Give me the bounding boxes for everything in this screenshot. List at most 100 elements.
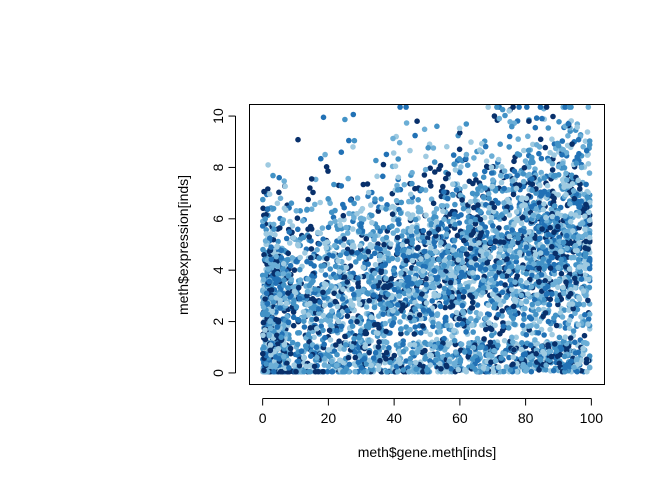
- data-point: [264, 206, 271, 212]
- data-point: [280, 260, 287, 267]
- data-point: [371, 304, 378, 311]
- data-point: [499, 308, 506, 314]
- data-point: [285, 250, 292, 257]
- data-point: [318, 267, 325, 274]
- data-point: [533, 311, 539, 318]
- data-point: [281, 342, 288, 348]
- data-point: [403, 257, 410, 264]
- data-point: [450, 192, 456, 198]
- data-point: [270, 221, 277, 228]
- data-point: [571, 364, 577, 371]
- data-point: [333, 362, 340, 369]
- data-point: [332, 242, 338, 249]
- data-point: [423, 300, 430, 306]
- data-point: [376, 339, 382, 345]
- data-point: [375, 330, 381, 337]
- data-point: [260, 196, 266, 203]
- data-point: [313, 316, 320, 323]
- data-point: [289, 223, 296, 229]
- x-tick-label: 80: [518, 410, 534, 426]
- data-point: [336, 338, 342, 345]
- data-point: [568, 358, 574, 365]
- data-point: [443, 268, 449, 274]
- data-point: [563, 170, 569, 177]
- data-point: [325, 168, 331, 174]
- data-point: [490, 223, 496, 229]
- data-point: [390, 150, 397, 156]
- data-point: [386, 345, 392, 351]
- data-point: [487, 265, 494, 271]
- data-points: [259, 104, 593, 375]
- data-point: [353, 259, 359, 265]
- data-point: [435, 226, 442, 233]
- data-point: [458, 269, 465, 276]
- data-point: [488, 170, 495, 176]
- data-point: [586, 239, 593, 245]
- data-point: [477, 311, 484, 317]
- data-point: [488, 277, 495, 283]
- data-point: [567, 290, 574, 297]
- data-point: [333, 327, 340, 334]
- data-point: [524, 104, 530, 110]
- data-point: [477, 183, 484, 189]
- data-point: [274, 200, 281, 207]
- data-point: [422, 347, 428, 354]
- data-point: [394, 227, 401, 234]
- data-point: [573, 160, 580, 167]
- data-point: [470, 344, 477, 351]
- data-point: [340, 286, 346, 293]
- data-point: [483, 251, 490, 257]
- data-point: [467, 245, 474, 252]
- data-point: [407, 355, 414, 362]
- data-point: [499, 273, 506, 279]
- data-point: [320, 236, 327, 242]
- data-point: [278, 334, 285, 341]
- data-point: [543, 214, 549, 221]
- data-point: [394, 234, 401, 241]
- data-point: [453, 187, 460, 193]
- data-point: [332, 218, 338, 225]
- data-point: [552, 341, 558, 347]
- data-point: [586, 265, 593, 272]
- data-point: [488, 359, 494, 366]
- data-point: [578, 164, 585, 171]
- data-point: [547, 224, 553, 231]
- data-point: [345, 175, 352, 182]
- data-point: [412, 306, 418, 312]
- data-point: [449, 302, 456, 309]
- y-tick-label: 8: [210, 163, 226, 171]
- data-point: [327, 302, 334, 308]
- data-point: [412, 359, 419, 366]
- data-point: [571, 254, 577, 261]
- data-point: [576, 295, 582, 301]
- data-point: [567, 201, 573, 207]
- data-point: [295, 284, 302, 291]
- data-point: [506, 247, 513, 254]
- data-point: [424, 367, 430, 374]
- data-point: [337, 346, 343, 352]
- data-point: [541, 297, 547, 303]
- data-point: [558, 346, 565, 352]
- data-point: [585, 321, 591, 327]
- data-point: [582, 226, 588, 233]
- data-point: [510, 361, 516, 368]
- data-point: [456, 125, 463, 132]
- data-point: [532, 166, 538, 172]
- data-point: [474, 357, 481, 364]
- data-point: [414, 118, 420, 124]
- data-point: [497, 141, 504, 147]
- data-point: [309, 316, 315, 323]
- data-point: [547, 265, 554, 272]
- data-point: [340, 212, 347, 219]
- data-point: [320, 368, 326, 375]
- data-point: [542, 144, 549, 151]
- data-point: [553, 278, 559, 285]
- data-point: [426, 352, 433, 358]
- data-point: [520, 265, 526, 271]
- data-point: [492, 188, 499, 194]
- data-point: [365, 320, 372, 327]
- data-point: [368, 202, 374, 208]
- data-point: [514, 172, 520, 179]
- data-point: [329, 308, 335, 314]
